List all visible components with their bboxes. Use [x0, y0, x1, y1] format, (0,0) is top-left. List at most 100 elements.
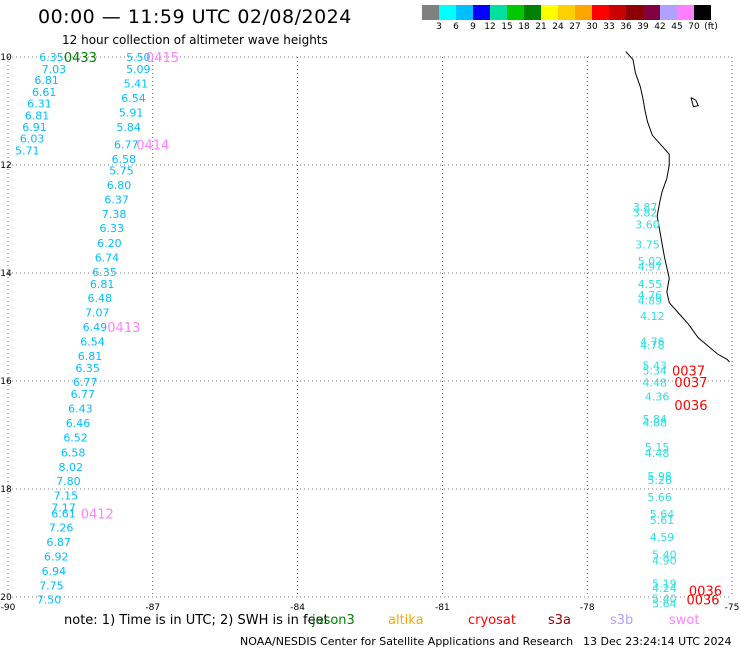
pass-time-label: 0412 — [81, 507, 114, 522]
wave-height-value: 6.94 — [42, 565, 67, 578]
satellite-legend-cryosat: cryosat — [468, 613, 516, 628]
wave-height-value: 6.61 — [51, 507, 76, 520]
pass-time-label: 0415 — [146, 51, 179, 66]
wave-height-value: 3.75 — [635, 238, 660, 251]
wave-height-value: 6.81 — [90, 278, 115, 291]
wave-height-value: 6.92 — [44, 551, 69, 564]
pass-time-label: 0036 — [686, 594, 719, 609]
wave-height-value: 6.58 — [112, 153, 137, 166]
wave-height-value: 6.20 — [97, 237, 122, 250]
wave-height-value: 5.19 — [652, 578, 677, 591]
wave-height-value: 4.78 — [640, 339, 665, 352]
wave-height-value: 6.77 — [114, 138, 139, 151]
satellite-legend-s3b: s3b — [610, 613, 634, 628]
color-scale-label: 42 — [654, 22, 666, 32]
satellite-legend-altika: altika — [388, 613, 424, 628]
color-swatch — [694, 5, 711, 20]
wave-height-value: 6.54 — [80, 336, 105, 349]
wave-height-value: 6.49 — [83, 321, 108, 334]
wave-height-value: 5.09 — [126, 63, 151, 76]
wave-height-value: 4.12 — [640, 310, 665, 323]
color-scale-label: 12 — [484, 22, 496, 32]
wave-height-value: 7.26 — [49, 521, 74, 534]
wave-height-value: 6.52 — [63, 432, 88, 445]
lon-tick-label: -78 — [580, 603, 595, 613]
wave-height-value: 5.34 — [643, 365, 668, 378]
pass-time-label: 0414 — [136, 138, 169, 153]
wave-height-value: 4.59 — [650, 531, 675, 544]
lat-tick-label: 12 — [0, 161, 11, 171]
wave-height-value: 4.88 — [643, 417, 668, 430]
wave-height-value: 6.35 — [92, 266, 117, 279]
wave-height-value: 5.40 — [652, 548, 677, 561]
wave-height-value: 5.02 — [638, 255, 663, 268]
satellite-legend-swot: swot — [669, 613, 700, 628]
wave-height-value: 4.89 — [638, 295, 663, 308]
pass-time-label: 0037 — [672, 365, 705, 380]
wave-height-value: 7.15 — [54, 489, 79, 502]
wave-height-value: 6.35 — [39, 51, 64, 64]
map-subtitle: 12 hour collection of altimeter wave hei… — [62, 33, 328, 47]
wave-height-value: 6.35 — [75, 362, 100, 375]
color-swatch — [490, 5, 507, 20]
color-swatch — [558, 5, 575, 20]
wave-height-value: 5.84 — [643, 413, 668, 426]
wave-height-value: 5.75 — [109, 164, 134, 177]
color-scale-label: 30 — [586, 22, 598, 32]
wave-height-value: 6.61 — [32, 86, 57, 99]
wave-height-value: 8.02 — [58, 461, 83, 474]
pass-time-label: 0433 — [64, 51, 97, 66]
wave-height-value: 6.58 — [61, 446, 86, 459]
wave-height-value: 5.71 — [15, 144, 40, 157]
satellite-legend-jason3: jason3 — [312, 613, 355, 628]
lon-tick-label: -90 — [1, 603, 16, 613]
satellite-legend-s3a: s3a — [548, 613, 572, 628]
color-scale-label: 24 — [552, 22, 564, 32]
color-swatch — [592, 5, 609, 20]
color-swatch — [507, 5, 524, 20]
wave-height-value: 3.82 — [633, 207, 658, 220]
wave-height-value: 7.07 — [85, 306, 110, 319]
color-swatch — [473, 5, 490, 20]
color-swatch — [643, 5, 660, 20]
color-scale-label: 39 — [637, 22, 649, 32]
wave-height-value: 7.38 — [102, 208, 127, 221]
wave-height-value: 5.84 — [116, 121, 141, 134]
wave-height-value: 6.77 — [71, 388, 96, 401]
color-scale-label: 18 — [518, 22, 530, 32]
wave-height-value: 7.80 — [56, 475, 81, 488]
wave-height-value: 3.87 — [633, 201, 658, 214]
color-scale-label: 21 — [535, 22, 547, 32]
color-scale-bar — [422, 5, 711, 20]
wave-height-value: 4.48 — [643, 377, 668, 390]
color-swatch — [575, 5, 592, 20]
credit-line: NOAA/NESDIS Center for Satellite Applica… — [240, 635, 574, 648]
lat-tick-label: 20 — [0, 593, 12, 603]
wave-height-value: 6.77 — [73, 376, 98, 389]
wave-height-value: 3.60 — [635, 218, 660, 231]
wave-height-value: 4.24 — [652, 582, 677, 595]
color-scale-label: 6 — [453, 22, 459, 32]
color-swatch — [541, 5, 558, 20]
units-note: note: 1) Time is in UTC; 2) SWH is in fe… — [64, 613, 329, 628]
wave-height-value: 5.50 — [126, 51, 151, 64]
lon-tick-label: -87 — [145, 603, 160, 613]
wave-height-value: 6.81 — [34, 74, 59, 87]
color-scale-label: 45 — [671, 22, 683, 32]
color-scale-label: 33 — [603, 22, 615, 32]
lat-tick-label: 18 — [0, 485, 12, 495]
wave-height-value: 6.31 — [27, 97, 52, 110]
wave-height-value: 6.81 — [78, 350, 103, 363]
lon-tick-label: -84 — [290, 603, 305, 613]
wave-height-value: 7.75 — [39, 580, 64, 593]
color-scale-labels: 3 6 9 12 15 18 21 24 27 30 33 36 39 42 45 70 (ft) — [422, 22, 740, 34]
lon-tick-label: -75 — [725, 603, 740, 613]
wave-height-value: 4.90 — [652, 554, 677, 567]
wave-height-value: 4.76 — [638, 289, 663, 302]
pass-time-label: 0413 — [107, 321, 140, 336]
color-scale-label: 3 — [436, 22, 442, 32]
wave-height-value: 6.48 — [87, 292, 112, 305]
wave-height-value: 5.91 — [119, 107, 144, 120]
pass-time-label: 0036 — [674, 399, 707, 414]
